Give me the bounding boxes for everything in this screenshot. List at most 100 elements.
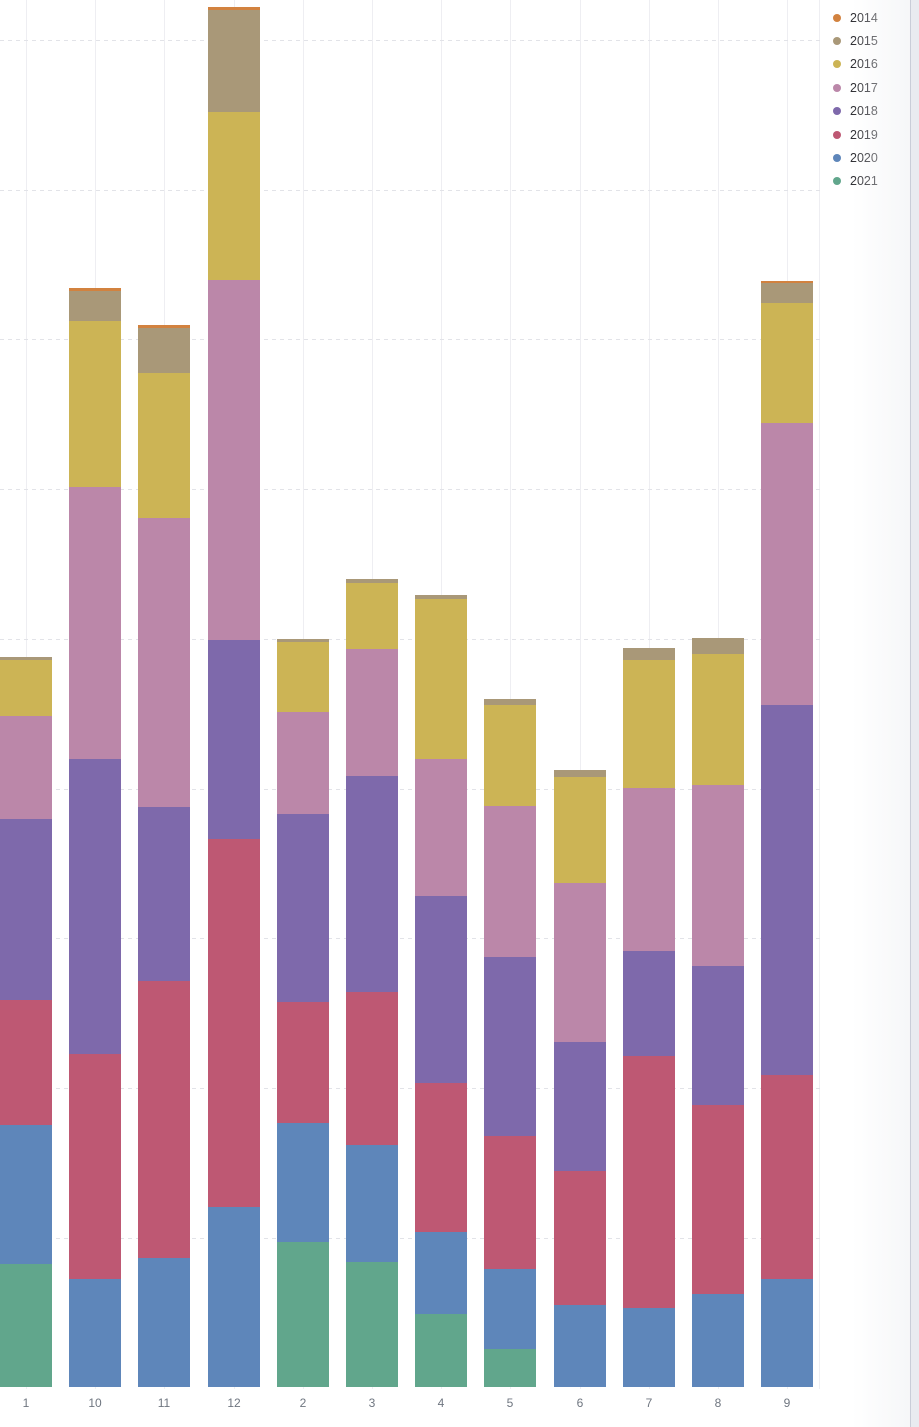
bar-segment-2018-month-2[interactable] (277, 814, 329, 1002)
bar-segment-2014-month-12[interactable] (208, 7, 260, 10)
bar-segment-2019-month-9[interactable] (761, 1075, 813, 1279)
bar-segment-2019-month-6[interactable] (554, 1171, 606, 1305)
legend-item-2014[interactable]: 2014 (826, 6, 906, 29)
bar-month-8[interactable] (692, 638, 744, 1387)
bar-month-9[interactable] (761, 281, 813, 1387)
bar-segment-2017-month-1[interactable] (0, 716, 52, 819)
bar-month-5[interactable] (484, 699, 536, 1387)
bar-segment-2019-month-8[interactable] (692, 1105, 744, 1294)
bar-month-2[interactable] (277, 639, 329, 1387)
bar-month-12[interactable] (208, 7, 260, 1387)
legend-item-2016[interactable]: 2016 (826, 53, 906, 76)
bar-segment-2015-month-12[interactable] (208, 10, 260, 112)
bar-segment-2018-month-6[interactable] (554, 1042, 606, 1171)
bar-segment-2018-month-11[interactable] (138, 807, 190, 981)
bar-segment-2016-month-2[interactable] (277, 642, 329, 712)
legend-item-2017[interactable]: 2017 (826, 76, 906, 99)
bar-month-4[interactable] (415, 595, 467, 1387)
bar-segment-2019-month-5[interactable] (484, 1136, 536, 1269)
bar-segment-2015-month-3[interactable] (346, 579, 398, 583)
bar-month-1[interactable] (0, 657, 52, 1387)
bar-segment-2021-month-3[interactable] (346, 1262, 398, 1387)
bar-segment-2017-month-10[interactable] (69, 487, 121, 759)
bar-segment-2016-month-3[interactable] (346, 583, 398, 649)
bar-segment-2019-month-7[interactable] (623, 1056, 675, 1308)
bar-segment-2016-month-11[interactable] (138, 373, 190, 518)
bar-segment-2019-month-10[interactable] (69, 1054, 121, 1279)
bar-segment-2017-month-2[interactable] (277, 712, 329, 814)
bar-segment-2020-month-8[interactable] (692, 1294, 744, 1387)
bar-segment-2020-month-10[interactable] (69, 1279, 121, 1387)
bar-segment-2015-month-2[interactable] (277, 639, 329, 642)
bar-segment-2016-month-1[interactable] (0, 660, 52, 716)
bar-segment-2021-month-5[interactable] (484, 1349, 536, 1387)
bar-segment-2017-month-5[interactable] (484, 806, 536, 957)
bar-segment-2021-month-2[interactable] (277, 1242, 329, 1387)
legend-item-2015[interactable]: 2015 (826, 29, 906, 52)
bar-segment-2018-month-3[interactable] (346, 776, 398, 992)
bar-segment-2019-month-2[interactable] (277, 1002, 329, 1123)
legend-item-2019[interactable]: 2019 (826, 123, 906, 146)
bar-segment-2017-month-3[interactable] (346, 649, 398, 776)
bar-segment-2016-month-4[interactable] (415, 599, 467, 759)
bar-segment-2020-month-3[interactable] (346, 1145, 398, 1262)
bar-segment-2017-month-12[interactable] (208, 280, 260, 640)
bar-month-6[interactable] (554, 770, 606, 1387)
bar-segment-2021-month-4[interactable] (415, 1314, 467, 1387)
bar-segment-2020-month-6[interactable] (554, 1305, 606, 1387)
bar-segment-2015-month-8[interactable] (692, 638, 744, 654)
legend-item-2021[interactable]: 2021 (826, 170, 906, 193)
bar-segment-2020-month-2[interactable] (277, 1123, 329, 1242)
bar-month-7[interactable] (623, 648, 675, 1387)
bar-segment-2020-month-11[interactable] (138, 1258, 190, 1387)
bar-segment-2015-month-7[interactable] (623, 648, 675, 660)
bar-month-3[interactable] (346, 579, 398, 1387)
bar-segment-2020-month-4[interactable] (415, 1232, 467, 1314)
bar-segment-2016-month-9[interactable] (761, 303, 813, 423)
bar-segment-2017-month-6[interactable] (554, 883, 606, 1042)
bar-segment-2019-month-3[interactable] (346, 992, 398, 1145)
bar-segment-2014-month-11[interactable] (138, 325, 190, 328)
bar-segment-2018-month-9[interactable] (761, 705, 813, 1075)
bar-segment-2017-month-4[interactable] (415, 759, 467, 896)
bar-segment-2018-month-7[interactable] (623, 951, 675, 1056)
bar-segment-2016-month-5[interactable] (484, 705, 536, 806)
bar-segment-2020-month-7[interactable] (623, 1308, 675, 1387)
bar-segment-2020-month-12[interactable] (208, 1207, 260, 1387)
bar-segment-2018-month-8[interactable] (692, 966, 744, 1105)
bar-segment-2019-month-1[interactable] (0, 1000, 52, 1125)
bar-segment-2019-month-11[interactable] (138, 981, 190, 1258)
bar-segment-2021-month-1[interactable] (0, 1264, 52, 1387)
bar-segment-2014-month-9[interactable] (761, 281, 813, 283)
bar-segment-2015-month-6[interactable] (554, 770, 606, 777)
bar-segment-2015-month-9[interactable] (761, 283, 813, 303)
bar-segment-2020-month-5[interactable] (484, 1269, 536, 1349)
bar-segment-2017-month-11[interactable] (138, 518, 190, 807)
bar-segment-2016-month-12[interactable] (208, 112, 260, 280)
bar-segment-2018-month-1[interactable] (0, 819, 52, 1000)
bar-month-11[interactable] (138, 325, 190, 1387)
bar-segment-2015-month-5[interactable] (484, 699, 536, 705)
bar-segment-2017-month-8[interactable] (692, 785, 744, 966)
bar-segment-2014-month-10[interactable] (69, 288, 121, 291)
bar-segment-2018-month-5[interactable] (484, 957, 536, 1136)
bar-segment-2015-month-10[interactable] (69, 291, 121, 321)
bar-segment-2018-month-10[interactable] (69, 759, 121, 1054)
bar-segment-2016-month-8[interactable] (692, 654, 744, 785)
bar-segment-2016-month-7[interactable] (623, 660, 675, 788)
bar-segment-2015-month-4[interactable] (415, 595, 467, 599)
bar-segment-2020-month-9[interactable] (761, 1279, 813, 1387)
bar-segment-2017-month-7[interactable] (623, 788, 675, 951)
bar-segment-2018-month-4[interactable] (415, 896, 467, 1083)
bar-segment-2019-month-4[interactable] (415, 1083, 467, 1232)
bar-segment-2015-month-1[interactable] (0, 657, 52, 660)
bar-segment-2018-month-12[interactable] (208, 640, 260, 839)
bar-segment-2015-month-11[interactable] (138, 328, 190, 373)
bar-segment-2016-month-10[interactable] (69, 321, 121, 487)
bar-month-10[interactable] (69, 288, 121, 1387)
bar-segment-2016-month-6[interactable] (554, 777, 606, 883)
bar-segment-2020-month-1[interactable] (0, 1125, 52, 1264)
bar-segment-2017-month-9[interactable] (761, 423, 813, 705)
legend-item-2018[interactable]: 2018 (826, 100, 906, 123)
legend-item-2020[interactable]: 2020 (826, 146, 906, 169)
